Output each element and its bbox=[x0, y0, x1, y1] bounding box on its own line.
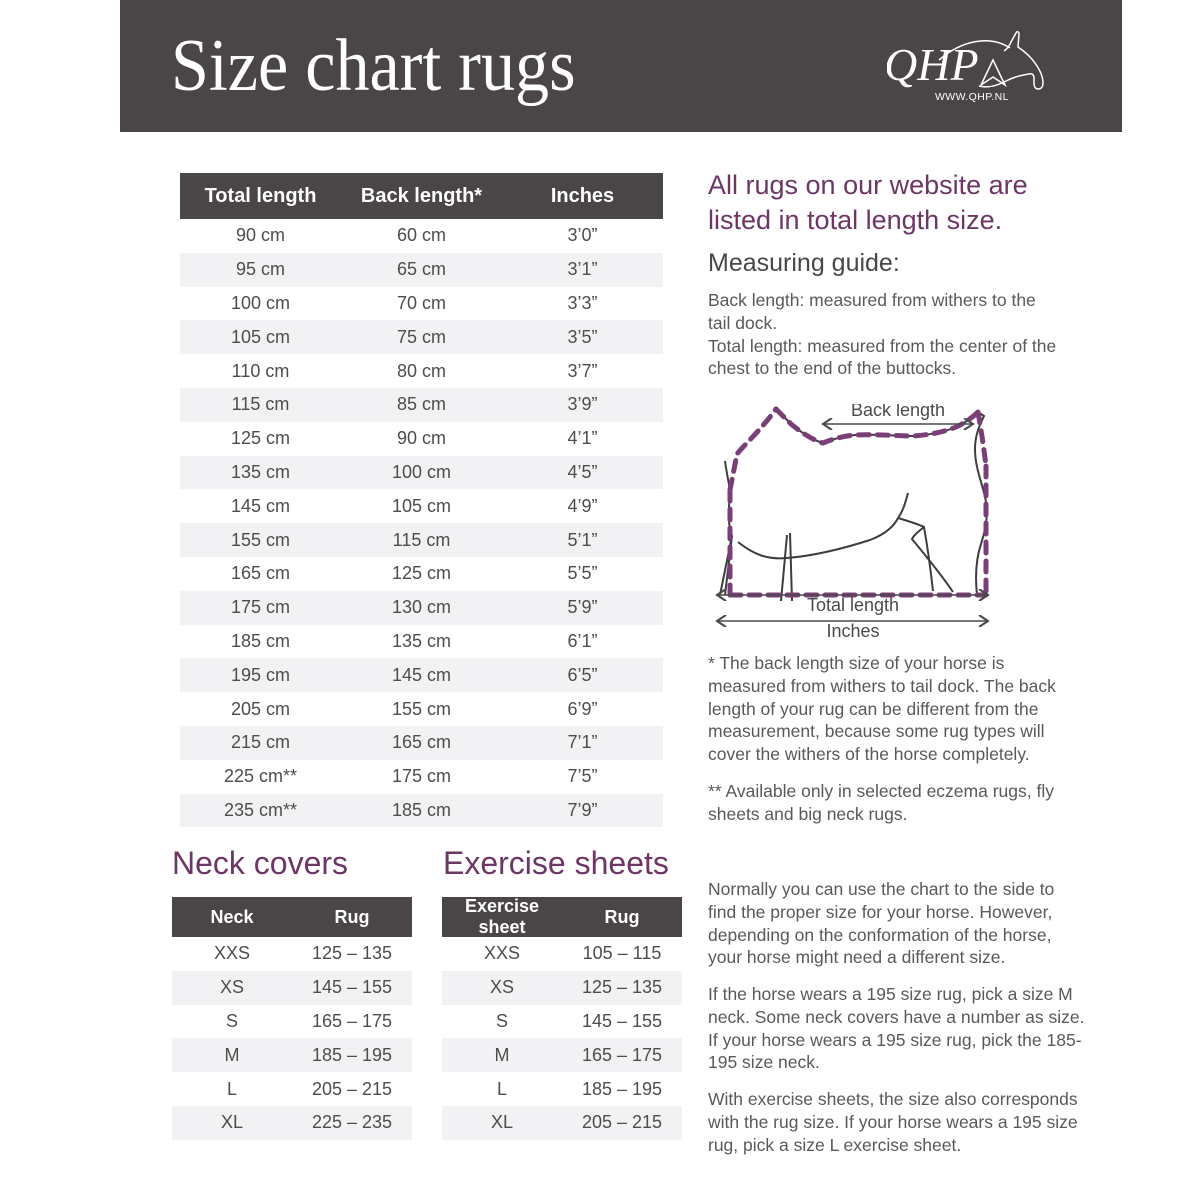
svg-text:Back length: Back length bbox=[851, 404, 945, 420]
svg-text:Inches: Inches bbox=[826, 621, 879, 641]
svg-text:Total length: Total length bbox=[807, 595, 899, 615]
svg-text:WWW.QHP.NL: WWW.QHP.NL bbox=[935, 91, 1009, 103]
svg-text:QHP: QHP bbox=[887, 39, 979, 90]
